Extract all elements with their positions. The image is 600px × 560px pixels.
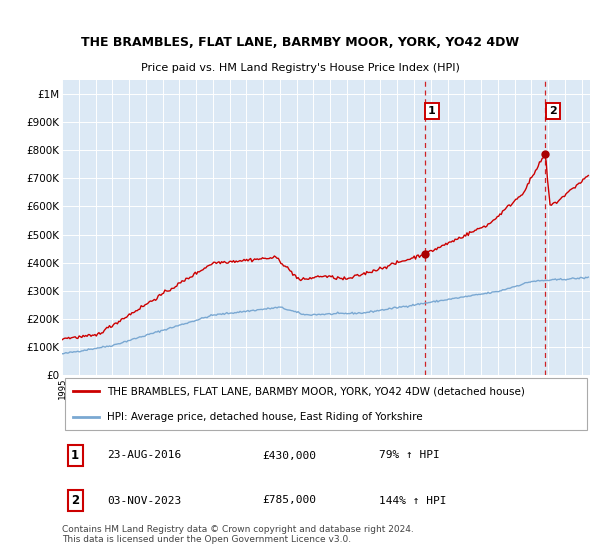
Text: 23-AUG-2016: 23-AUG-2016 (107, 450, 181, 460)
Text: £785,000: £785,000 (263, 496, 317, 506)
Text: THE BRAMBLES, FLAT LANE, BARMBY MOOR, YORK, YO42 4DW: THE BRAMBLES, FLAT LANE, BARMBY MOOR, YO… (81, 36, 519, 49)
Text: 144% ↑ HPI: 144% ↑ HPI (379, 496, 446, 506)
Text: 2: 2 (549, 106, 557, 116)
Text: 03-NOV-2023: 03-NOV-2023 (107, 496, 181, 506)
Text: 1: 1 (428, 106, 436, 116)
Text: 2: 2 (71, 494, 79, 507)
Text: Price paid vs. HM Land Registry's House Price Index (HPI): Price paid vs. HM Land Registry's House … (140, 63, 460, 73)
FancyBboxPatch shape (65, 378, 587, 430)
Text: HPI: Average price, detached house, East Riding of Yorkshire: HPI: Average price, detached house, East… (107, 412, 422, 422)
Text: 79% ↑ HPI: 79% ↑ HPI (379, 450, 440, 460)
Text: £430,000: £430,000 (263, 450, 317, 460)
Text: Contains HM Land Registry data © Crown copyright and database right 2024.
This d: Contains HM Land Registry data © Crown c… (62, 525, 414, 544)
Text: THE BRAMBLES, FLAT LANE, BARMBY MOOR, YORK, YO42 4DW (detached house): THE BRAMBLES, FLAT LANE, BARMBY MOOR, YO… (107, 386, 525, 396)
Text: 1: 1 (71, 449, 79, 462)
